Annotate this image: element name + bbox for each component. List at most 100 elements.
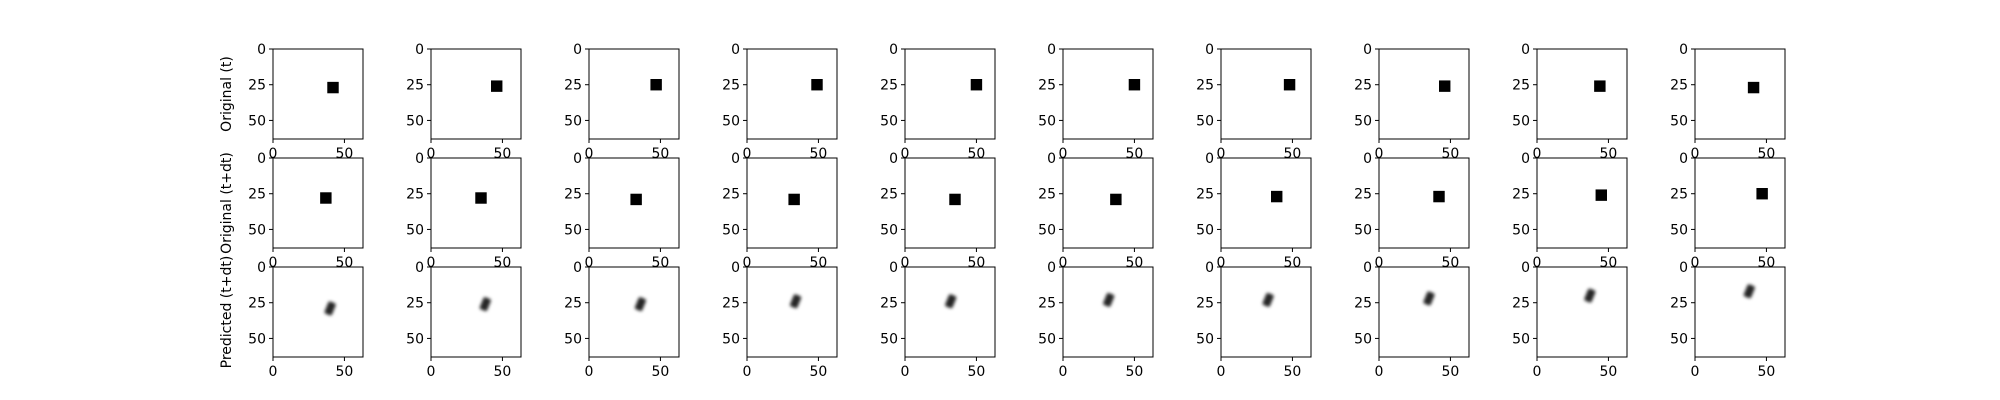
predicted-blob bbox=[479, 297, 491, 312]
y-tick-label: 50 bbox=[564, 222, 582, 238]
panel-frame bbox=[746, 266, 838, 358]
y-tick-label: 50 bbox=[1354, 222, 1372, 238]
y-tick-label: 25 bbox=[248, 187, 266, 203]
y-tick-label: 0 bbox=[573, 151, 582, 167]
panel-frame bbox=[272, 266, 364, 358]
object-square bbox=[475, 192, 487, 204]
predicted-blob bbox=[1103, 292, 1115, 307]
x-tick-label: 50 bbox=[1600, 364, 1618, 380]
y-tick-label: 25 bbox=[1196, 78, 1214, 94]
y-tick-label: 0 bbox=[1363, 151, 1372, 167]
panel-frame bbox=[1062, 157, 1154, 249]
y-tick-label: 50 bbox=[1038, 113, 1056, 129]
y-tick-label: 0 bbox=[1679, 42, 1688, 58]
x-tick-label: 50 bbox=[494, 364, 512, 380]
predicted-blob bbox=[790, 294, 802, 309]
x-tick-label: 0 bbox=[1217, 364, 1226, 380]
panel-background bbox=[431, 49, 521, 139]
x-tick-label: 0 bbox=[269, 146, 278, 162]
y-tick-label: 0 bbox=[415, 151, 424, 167]
row-1: Original (t) 0 25 50 0 50 0 25 50 0 50 0 25 50 0 50 0 25 5… bbox=[219, 42, 1786, 162]
y-tick-label: 25 bbox=[406, 187, 424, 203]
y-tick-label: 25 bbox=[248, 78, 266, 94]
panel-background bbox=[905, 49, 995, 139]
panel-frame bbox=[904, 157, 996, 249]
panel-frame bbox=[1062, 48, 1154, 140]
y-tick-label: 50 bbox=[722, 113, 740, 129]
y-tick-label: 0 bbox=[1521, 151, 1530, 167]
panel-background bbox=[1221, 158, 1311, 248]
y-tick-label: 50 bbox=[1354, 331, 1372, 347]
y-tick-label: 25 bbox=[880, 296, 898, 312]
panel-background bbox=[1537, 49, 1627, 139]
y-tick-label: 25 bbox=[248, 296, 266, 312]
panel-background bbox=[589, 49, 679, 139]
x-tick-label: 0 bbox=[1217, 146, 1226, 162]
y-tick-label: 50 bbox=[1196, 222, 1214, 238]
y-tick-label: 25 bbox=[1512, 296, 1530, 312]
object-square bbox=[788, 193, 800, 206]
y-tick-label: 50 bbox=[1512, 331, 1530, 347]
x-tick-label: 0 bbox=[1375, 146, 1384, 162]
y-tick-label: 50 bbox=[406, 113, 424, 129]
y-tick-label: 50 bbox=[880, 113, 898, 129]
y-tick-label: 50 bbox=[564, 331, 582, 347]
x-tick-label: 0 bbox=[585, 364, 594, 380]
y-tick-label: 25 bbox=[722, 187, 740, 203]
y-tick-label: 0 bbox=[1205, 151, 1214, 167]
y-tick-label: 50 bbox=[722, 331, 740, 347]
y-tick-label: 0 bbox=[1521, 42, 1530, 58]
predicted-blob bbox=[1743, 284, 1755, 299]
x-tick-label: 0 bbox=[269, 364, 278, 380]
panel-background bbox=[1695, 267, 1785, 357]
object-square bbox=[650, 79, 662, 91]
object-square bbox=[970, 79, 983, 91]
y-tick-label: 25 bbox=[1670, 187, 1688, 203]
predicted-blob bbox=[1423, 291, 1435, 306]
y-tick-label: 0 bbox=[415, 42, 424, 58]
x-tick-label: 0 bbox=[1691, 146, 1700, 162]
panel-frame bbox=[1536, 266, 1628, 358]
y-tick-label: 25 bbox=[722, 78, 740, 94]
x-tick-label: 50 bbox=[1284, 364, 1302, 380]
panel-background bbox=[1379, 267, 1469, 357]
panel-frame bbox=[1220, 266, 1312, 358]
predicted-blob bbox=[324, 301, 336, 316]
row-label: Original (t) bbox=[219, 56, 235, 132]
panel-frame bbox=[1378, 157, 1470, 249]
y-tick-label: 25 bbox=[1670, 296, 1688, 312]
y-tick-label: 50 bbox=[1670, 222, 1688, 238]
panel-frame bbox=[1536, 48, 1628, 140]
y-tick-label: 0 bbox=[889, 151, 898, 167]
x-tick-label: 50 bbox=[810, 364, 828, 380]
panel-background bbox=[1063, 267, 1153, 357]
panel-background bbox=[273, 158, 363, 248]
y-tick-label: 0 bbox=[1047, 260, 1056, 276]
x-tick-label: 0 bbox=[1533, 364, 1542, 380]
y-tick-label: 0 bbox=[731, 260, 740, 276]
y-tick-label: 25 bbox=[1038, 78, 1056, 94]
panel-background bbox=[273, 49, 363, 139]
y-tick-label: 0 bbox=[731, 151, 740, 167]
panel-background bbox=[1379, 158, 1469, 248]
y-tick-label: 0 bbox=[257, 151, 266, 167]
y-tick-label: 0 bbox=[1363, 260, 1372, 276]
panel-background bbox=[1221, 49, 1311, 139]
predicted-blob bbox=[634, 297, 646, 312]
y-tick-label: 50 bbox=[1196, 331, 1214, 347]
x-tick-label: 0 bbox=[1059, 255, 1068, 271]
panel-frame bbox=[1378, 266, 1470, 358]
y-tick-label: 25 bbox=[722, 296, 740, 312]
